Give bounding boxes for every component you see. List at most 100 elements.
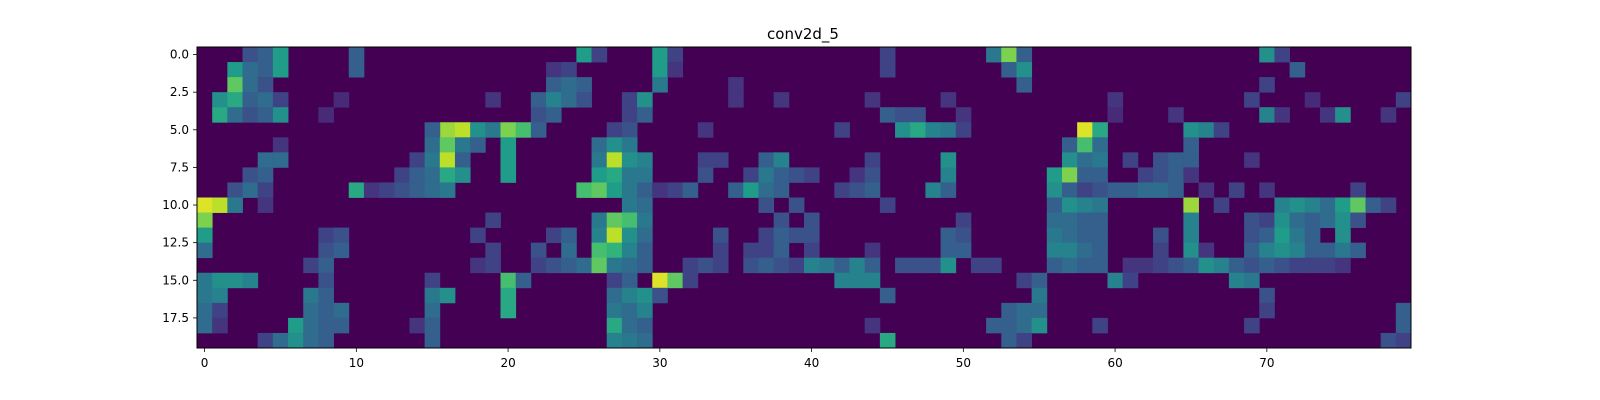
heatmap-cell [424, 152, 441, 168]
heatmap-cell [1319, 212, 1336, 228]
heatmap-cell [257, 182, 274, 198]
heatmap-cell [621, 332, 638, 349]
heatmap-cell [470, 257, 486, 274]
heatmap-cell [500, 137, 517, 153]
heatmap-cell [1168, 167, 1184, 183]
heatmap-cell [1061, 152, 1078, 168]
heatmap-cell [804, 257, 820, 274]
heatmap-cell [606, 122, 623, 138]
heatmap-cell [986, 47, 1002, 63]
heatmap-cell [1244, 242, 1260, 259]
heatmap-cell [773, 212, 790, 228]
heatmap-cell [1092, 152, 1108, 168]
heatmap-cell [424, 317, 441, 334]
heatmap-cell [621, 272, 638, 289]
heatmap-cell [1031, 317, 1048, 334]
heatmap-cell [1395, 302, 1412, 319]
heatmap-cell [333, 92, 350, 108]
heatmap-cell [1046, 227, 1063, 244]
heatmap-cell [1061, 167, 1078, 183]
heatmap-cell [606, 167, 623, 183]
heatmap-cell [1289, 242, 1306, 259]
heatmap-cell [1153, 167, 1169, 183]
heatmap-cell [257, 77, 274, 93]
heatmap-cell [197, 272, 213, 289]
heatmap-cell [1259, 257, 1275, 274]
heatmap-cell [257, 92, 274, 108]
heatmap-cell [682, 182, 699, 198]
heatmap-cell [1122, 272, 1139, 289]
heatmap-cell [546, 92, 562, 108]
heatmap-cell [1228, 272, 1245, 289]
heatmap-cell [621, 152, 638, 168]
heatmap-cell [227, 92, 243, 108]
y-tick-label: 12.5 [162, 236, 189, 250]
heatmap-cell [925, 182, 941, 198]
heatmap-cell [667, 47, 683, 63]
heatmap-cell [1061, 197, 1078, 213]
heatmap-cell [819, 257, 835, 274]
heatmap-cell [1061, 137, 1078, 153]
heatmap-cell [1077, 197, 1093, 213]
heatmap-cell [788, 167, 805, 183]
heatmap-cell [1092, 122, 1108, 138]
heatmap-cell [272, 107, 289, 123]
heatmap-cell [849, 257, 866, 274]
heatmap-cell [1153, 227, 1169, 244]
heatmap-cell [409, 317, 426, 334]
heatmap-cell [1077, 227, 1093, 244]
heatmap-cell [1183, 197, 1199, 213]
heatmap-cell [895, 107, 911, 123]
plot-area [196, 46, 1412, 349]
x-tick-label: 10 [349, 356, 364, 370]
heatmap-cell [303, 317, 319, 334]
heatmap-cell [424, 302, 441, 319]
heatmap-cell [485, 92, 501, 108]
heatmap-cell [1061, 182, 1078, 198]
heatmap-cell [1092, 257, 1108, 274]
heatmap-cell [986, 257, 1002, 274]
heatmap-cell [1153, 152, 1169, 168]
heatmap-cell [439, 167, 456, 183]
heatmap-cell [242, 107, 259, 123]
heatmap-cell [1001, 47, 1017, 63]
heatmap-cell [637, 302, 653, 319]
heatmap-cell [773, 227, 790, 244]
heatmap-cell [1380, 197, 1397, 213]
heatmap-cell [1046, 197, 1063, 213]
heatmap-cell [591, 212, 608, 228]
heatmap-cell [591, 227, 608, 244]
y-tick-label: 15.0 [162, 273, 189, 287]
heatmap-cell [1259, 47, 1275, 63]
y-tick-label: 17.5 [162, 311, 189, 325]
heatmap-cell [1259, 212, 1275, 228]
heatmap-cell [1077, 167, 1093, 183]
heatmap-cell [1077, 137, 1093, 153]
heatmap-cell [318, 107, 334, 123]
heatmap-cell [227, 272, 243, 289]
heatmap-cell [940, 227, 957, 244]
heatmap-cell [1092, 242, 1108, 259]
heatmap-cell [454, 137, 471, 153]
heatmap-cell [1168, 152, 1184, 168]
heatmap-cell [1289, 227, 1306, 244]
heatmap-cell [227, 62, 243, 78]
heatmap-cell [1395, 92, 1412, 108]
heatmap-cell [697, 167, 714, 183]
heatmap-cell [637, 167, 653, 183]
heatmap-cell [1016, 272, 1033, 289]
heatmap-cell [394, 167, 410, 183]
heatmap-cell [1228, 182, 1245, 198]
heatmap-cell [1183, 122, 1199, 138]
heatmap-cell [1001, 317, 1017, 334]
heatmap-cell [621, 92, 638, 108]
x-tick-label: 60 [1107, 356, 1122, 370]
heatmap-cell [257, 197, 274, 213]
heatmap-cell [212, 197, 228, 213]
heatmap-cell [849, 167, 866, 183]
heatmap-cell [1183, 227, 1199, 244]
heatmap-cell [257, 47, 274, 63]
heatmap-cell [318, 332, 334, 349]
heatmap-cell [864, 272, 881, 289]
